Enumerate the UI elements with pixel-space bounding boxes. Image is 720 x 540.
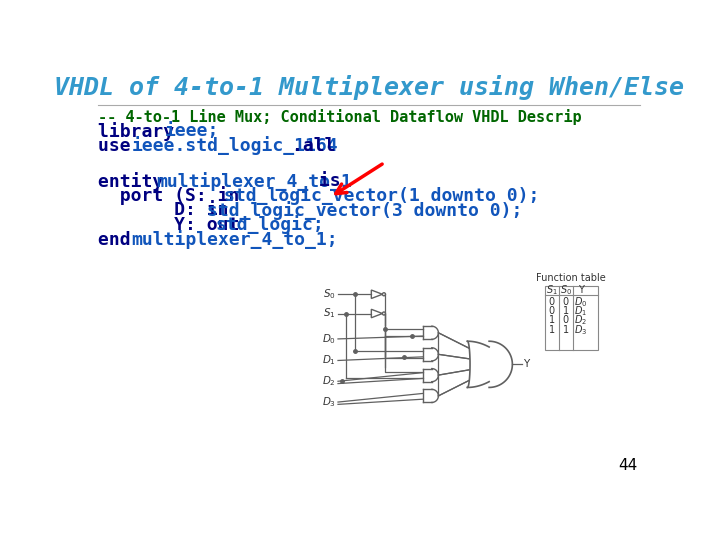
- Text: $D_1$: $D_1$: [574, 305, 587, 318]
- Text: multiplexer_4_to_1;: multiplexer_4_to_1;: [132, 230, 338, 249]
- Text: $D_0$: $D_0$: [322, 332, 336, 346]
- Text: 0: 0: [563, 315, 569, 326]
- Text: 0: 0: [563, 297, 569, 307]
- Text: port (S: in: port (S: in: [98, 186, 261, 205]
- Text: end: end: [98, 231, 141, 248]
- Text: Y: Y: [577, 286, 583, 295]
- Text: $D_2$: $D_2$: [574, 314, 587, 327]
- Text: 44: 44: [618, 458, 637, 473]
- Text: entity: entity: [98, 172, 174, 191]
- Text: 0: 0: [549, 297, 555, 307]
- Text: .all: .all: [292, 137, 335, 154]
- Text: -- 4-to-1 Line Mux; Conditional Dataflow VHDL Descrip: -- 4-to-1 Line Mux; Conditional Dataflow…: [98, 109, 581, 125]
- Text: 1: 1: [563, 306, 569, 316]
- Text: std_logic;: std_logic;: [216, 215, 325, 234]
- Text: 1: 1: [549, 325, 555, 335]
- Text: 0: 0: [549, 306, 555, 316]
- Text: $D_0$: $D_0$: [574, 295, 588, 309]
- Text: std_logic_vector(3 downto 0);: std_logic_vector(3 downto 0);: [207, 201, 523, 220]
- Text: 1: 1: [549, 315, 555, 326]
- Bar: [545, 286, 598, 350]
- Text: $S_1$: $S_1$: [323, 307, 336, 320]
- Text: $D_1$: $D_1$: [322, 354, 336, 367]
- Text: Function table: Function table: [536, 273, 606, 283]
- Text: Y: Y: [523, 359, 529, 369]
- Text: use: use: [98, 137, 141, 154]
- Text: D: in: D: in: [98, 201, 239, 219]
- Text: $D_3$: $D_3$: [574, 323, 588, 336]
- Text: std_logic_vector(1 downto 0);: std_logic_vector(1 downto 0);: [224, 186, 539, 205]
- Text: $D_3$: $D_3$: [322, 395, 336, 409]
- Text: ieee.std_logic_1164: ieee.std_logic_1164: [132, 136, 338, 155]
- Text: multiplexer_4_to_1: multiplexer_4_to_1: [157, 172, 353, 191]
- Text: ieee;: ieee;: [165, 122, 220, 140]
- Text: is: is: [308, 172, 341, 190]
- Text: $S_0$: $S_0$: [323, 287, 336, 301]
- Text: $S_0$: $S_0$: [560, 284, 572, 298]
- Text: library: library: [98, 122, 185, 140]
- Text: 1: 1: [563, 325, 569, 335]
- Text: VHDL of 4-to-1 Multiplexer using When/Else: VHDL of 4-to-1 Multiplexer using When/El…: [54, 76, 684, 100]
- Text: Y: out: Y: out: [98, 216, 250, 234]
- Text: $S_1$: $S_1$: [546, 284, 558, 298]
- Text: $D_2$: $D_2$: [322, 374, 336, 388]
